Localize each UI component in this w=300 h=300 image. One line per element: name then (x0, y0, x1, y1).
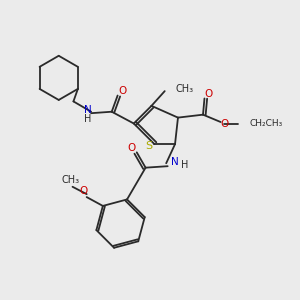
Text: O: O (127, 143, 136, 153)
Text: O: O (205, 89, 213, 99)
Text: N: N (84, 105, 92, 115)
Text: O: O (118, 86, 126, 96)
Text: O: O (80, 186, 88, 196)
Text: CH₃: CH₃ (175, 84, 193, 94)
Text: CH₂CH₃: CH₂CH₃ (250, 119, 283, 128)
Text: O: O (220, 119, 228, 129)
Text: H: H (85, 114, 92, 124)
Text: CH₃: CH₃ (62, 175, 80, 185)
Text: N: N (171, 157, 178, 167)
Text: H: H (181, 160, 188, 170)
Text: S: S (146, 141, 153, 151)
